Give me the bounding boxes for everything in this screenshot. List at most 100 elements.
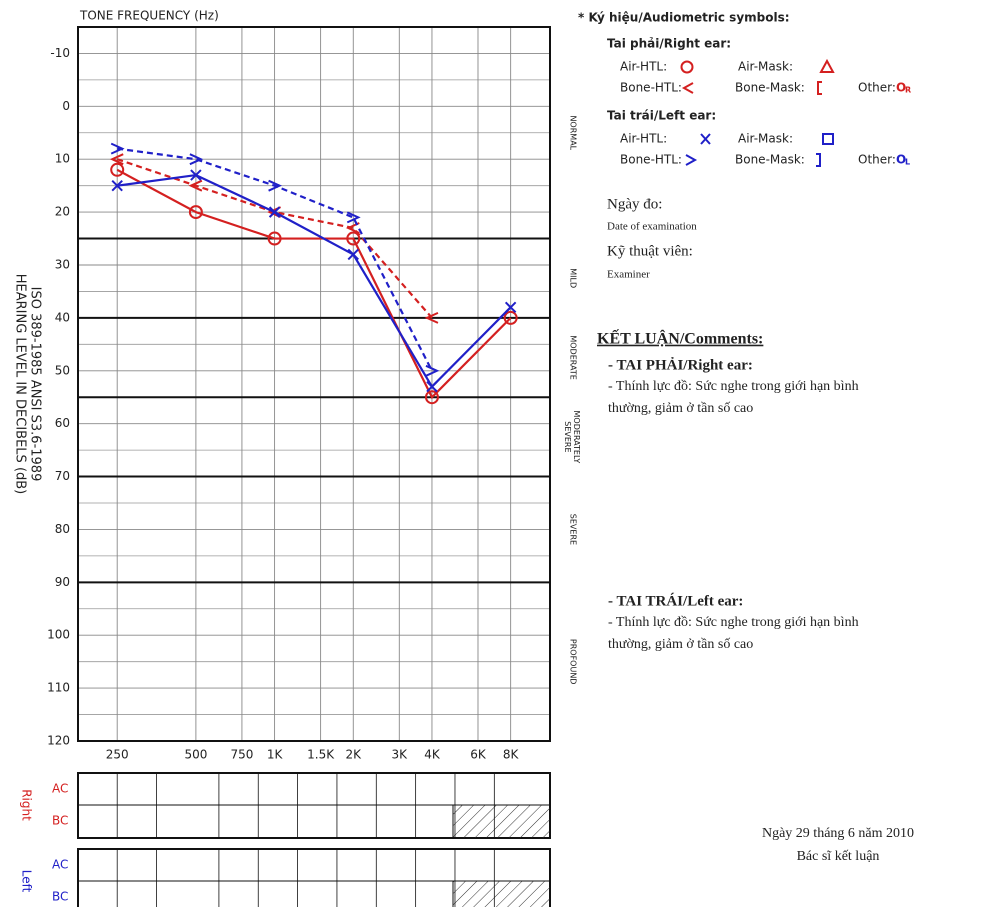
signature: Ngày 29 tháng 6 năm 2010 Bác sĩ kết luận: [762, 826, 914, 864]
data-point: [190, 169, 202, 181]
comment-line: thường, giảm ở tần số cao: [608, 637, 753, 652]
data-point: [345, 222, 360, 234]
series-line: [117, 147, 433, 372]
table-columns: [116, 773, 495, 907]
y-tick-label: -10: [50, 46, 70, 60]
row-label: BC: [52, 814, 68, 828]
x-tick-label: 6K: [470, 748, 487, 762]
marker-shape: [347, 248, 359, 261]
comments: KẾT LUẬN/Comments: - TAI PHẢI/Right ear:…: [597, 329, 859, 653]
marker-shape: [346, 211, 361, 224]
grid: [78, 27, 550, 742]
legend-group-title: Tai trái/Left ear:: [607, 109, 716, 123]
marker-shape: [111, 179, 123, 192]
comment-line: thường, giảm ở tần số cao: [608, 401, 753, 416]
x-tick-label: 1.5K: [307, 748, 335, 762]
legend-label: Other:: [858, 81, 896, 95]
y-axis-label-2: ISO 389-1985 ANSI S3.6-1989: [28, 287, 43, 482]
legend-label: Other:: [858, 153, 896, 167]
legend-label: Bone-HTL:: [620, 153, 682, 167]
marker-shape: [109, 153, 124, 166]
info-label: Ngày đo:: [607, 196, 662, 212]
legend-label: Air-Mask:: [738, 132, 793, 146]
legend-label: Air-Mask:: [738, 60, 793, 74]
marker-shape: [424, 311, 439, 324]
info-label: Date of examination: [607, 221, 697, 233]
legend-label: Air-HTL:: [620, 132, 667, 146]
data-point: [268, 179, 282, 192]
data-point: [424, 390, 439, 405]
data-point: [346, 231, 361, 246]
data-point: [188, 205, 203, 220]
ear-label: Right: [20, 789, 34, 821]
data-point: [268, 206, 281, 218]
legend-symbol: [819, 58, 835, 73]
legend-label: Bone-HTL:: [620, 81, 682, 95]
data-point: [267, 231, 282, 246]
signature-date: Ngày 29 tháng 6 năm 2010: [762, 826, 914, 841]
series-line: [116, 168, 512, 400]
marker-shape: [503, 310, 518, 325]
comment-heading: - TAI TRÁI/Left ear:: [608, 592, 743, 609]
marker-shape: [504, 301, 517, 314]
masking-table: Right AC BC Left AC BC: [20, 772, 551, 907]
marker-shape: [268, 206, 281, 218]
info-label: Examiner: [607, 269, 650, 281]
y-tick-label: 0: [62, 99, 70, 113]
marker-shape: [189, 153, 204, 166]
y-tick-label: 40: [55, 310, 70, 324]
y-axis-label: HEARING LEVEL IN DECIBELS (dB): [13, 274, 28, 495]
x-tick-label: 4K: [424, 748, 441, 762]
data-point: [189, 153, 204, 166]
data-point: [188, 179, 203, 192]
row-label: AC: [52, 858, 68, 872]
y-tick-label: 110: [47, 681, 70, 695]
data-point: [503, 310, 518, 325]
band-label: SEVERE: [569, 514, 578, 545]
row-label: AC: [52, 782, 68, 796]
marker-shape: [268, 179, 282, 192]
legend: * Ký hiệu/Audiometric symbols: Tai phải/…: [578, 11, 911, 167]
y-tick-label: 70: [55, 469, 70, 483]
band-label: MILD: [569, 268, 578, 288]
legend-symbol: [681, 82, 694, 94]
hatched-cell: [452, 880, 551, 907]
y-tick-label: 90: [55, 575, 70, 589]
data-point: [110, 162, 125, 177]
legend-symbol: [685, 154, 698, 166]
signature-role: Bác sĩ kết luận: [797, 849, 880, 864]
legend-symbol-text: R: [905, 86, 911, 95]
y-tick-label: 120: [47, 734, 70, 748]
band-label: MODERATELYSEVERE: [564, 411, 582, 464]
data-point: [426, 380, 438, 393]
legend-title: * Ký hiệu/Audiometric symbols:: [578, 11, 790, 25]
x-tick-label: 750: [230, 748, 253, 762]
y-tick-label: 20: [55, 205, 70, 219]
marker-shape: [346, 231, 361, 246]
data-point: [109, 153, 124, 166]
chart-frame: [77, 26, 551, 742]
data-point: [346, 211, 361, 224]
legend-label: Air-HTL:: [620, 60, 667, 74]
x-tick-label: 500: [184, 748, 207, 762]
data-point: [347, 248, 359, 261]
info-label: Kỹ thuật viên:: [607, 243, 693, 259]
plot: [109, 142, 518, 405]
row-label: BC: [52, 890, 68, 904]
legend-symbol: [816, 153, 821, 167]
data-point: [110, 142, 125, 155]
comment-line: - Thính lực đồ: Sức nghe trong giới hạn …: [608, 615, 859, 630]
legend-group-title: Tai phải/Right ear:: [607, 37, 731, 51]
x-tick-label: 3K: [392, 748, 409, 762]
y-tick-label: 60: [55, 416, 70, 430]
legend-label: Bone-Mask:: [735, 81, 805, 95]
x-axis-label: TONE FREQUENCY (Hz): [79, 9, 219, 23]
y-tick-label: 30: [55, 258, 70, 272]
data-point: [424, 311, 439, 324]
comments-title: KẾT LUẬN/Comments:: [597, 329, 763, 348]
band-label: NORMAL: [569, 115, 578, 150]
legend-symbol: [700, 133, 711, 145]
marker-shape: [188, 179, 203, 192]
legend-symbol: [822, 133, 834, 145]
